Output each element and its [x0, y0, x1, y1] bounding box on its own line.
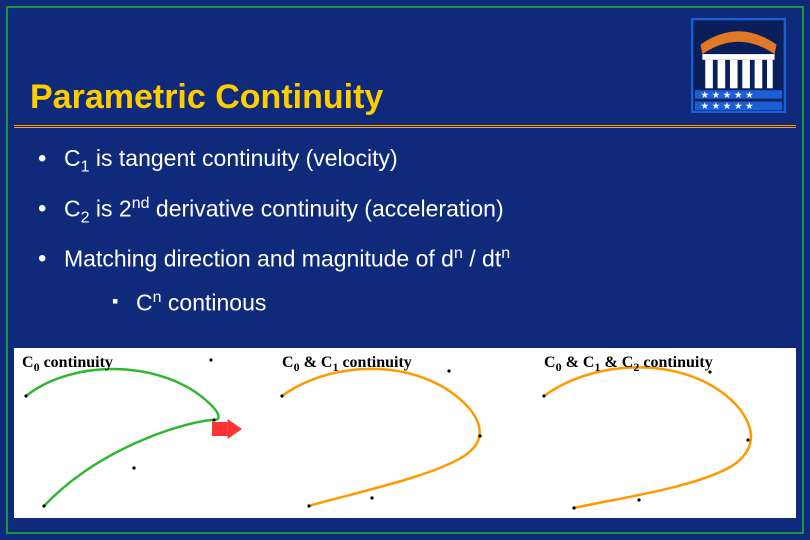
superscript: n: [501, 245, 510, 262]
bullet-2: C2 is 2nd derivative continuity (acceler…: [38, 195, 772, 227]
label-c0-c1: C0 & C1 continuity: [282, 354, 412, 375]
superscript: n: [153, 289, 162, 306]
text: / dt: [463, 246, 501, 272]
text: Matching direction and magnitude of d: [64, 246, 454, 272]
text: C: [136, 289, 153, 315]
superscript: n: [454, 245, 463, 262]
sub-bullet-1: Cn continous: [112, 289, 772, 317]
bullet-list: C1 is tangent continuity (velocity) C2 i…: [38, 145, 772, 334]
label-c0: C0 continuity: [22, 354, 113, 375]
text: C: [64, 145, 81, 171]
text: is tangent continuity (velocity): [90, 145, 398, 171]
uva-rotunda-logo: ★ ★ ★ ★ ★ ★ ★ ★ ★ ★: [691, 18, 786, 113]
sub-bullet-list: Cn continous: [112, 289, 772, 317]
text: derivative continuity (acceleration): [150, 195, 504, 221]
title-underline: [14, 125, 796, 128]
superscript: nd: [132, 195, 150, 212]
continuity-diagram: C0 continuity C0 & C1 continuity C0 & C1…: [14, 348, 796, 518]
text: continous: [162, 289, 267, 315]
label-c0-c1-c2: C0 & C1 & C2 continuity: [544, 354, 713, 375]
slide-title: Parametric Continuity: [30, 78, 383, 117]
bullet-1: C1 is tangent continuity (velocity): [38, 145, 772, 177]
text: C: [64, 195, 81, 221]
bullet-3: Matching direction and magnitude of dn /…: [38, 245, 772, 316]
subscript: 1: [81, 159, 90, 176]
svg-text:★ ★ ★ ★ ★: ★ ★ ★ ★ ★: [701, 101, 755, 112]
text: is 2: [90, 195, 132, 221]
svg-text:★ ★ ★ ★ ★: ★ ★ ★ ★ ★: [701, 90, 755, 101]
subscript: 2: [81, 209, 90, 226]
